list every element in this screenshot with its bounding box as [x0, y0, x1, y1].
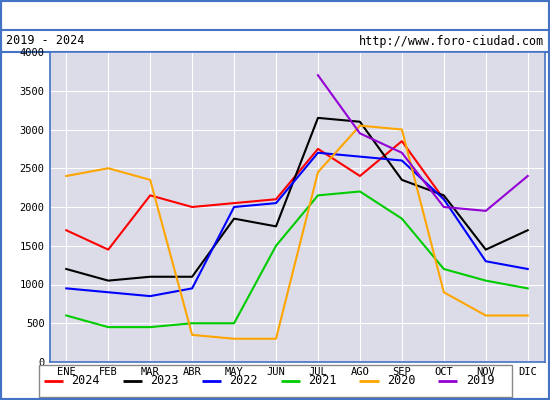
- Text: 2019: 2019: [466, 374, 494, 388]
- Text: http://www.foro-ciudad.com: http://www.foro-ciudad.com: [359, 34, 544, 48]
- Text: 2023: 2023: [150, 374, 179, 388]
- Text: 2021: 2021: [308, 374, 337, 388]
- Text: 2019 - 2024: 2019 - 2024: [6, 34, 84, 48]
- Text: 2020: 2020: [387, 374, 415, 388]
- Text: 2024: 2024: [72, 374, 100, 388]
- Text: Evolucion Nº Turistas Nacionales en el municipio de Otero de Herreros: Evolucion Nº Turistas Nacionales en el m…: [0, 8, 550, 22]
- Text: 2022: 2022: [229, 374, 257, 388]
